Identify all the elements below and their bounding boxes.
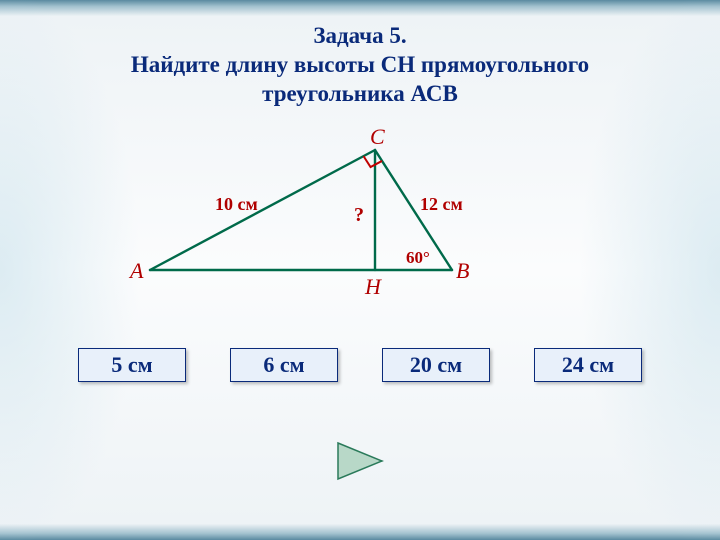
- answer-option-2[interactable]: 6 см: [230, 348, 338, 382]
- triangle-diagram: A B C H 10 см 12 см ? 60°: [120, 120, 480, 320]
- angle-b-label: 60°: [406, 248, 430, 268]
- title-line-1: Задача 5.: [313, 23, 406, 48]
- altitude-ch-label: ?: [354, 204, 364, 227]
- answer-option-4[interactable]: 24 см: [534, 348, 642, 382]
- triangle-svg: [120, 120, 480, 320]
- answer-row: 5 см 6 см 20 см 24 см: [0, 348, 720, 382]
- problem-title: Задача 5. Найдите длину высоты СН прямоу…: [0, 22, 720, 108]
- vertex-c-label: C: [370, 124, 385, 150]
- answer-option-1[interactable]: 5 см: [78, 348, 186, 382]
- answer-option-3[interactable]: 20 см: [382, 348, 490, 382]
- slide: Задача 5. Найдите длину высоты СН прямоу…: [0, 0, 720, 540]
- title-line-2: Найдите длину высоты СН прямоугольного: [131, 52, 589, 77]
- vertex-b-label: B: [456, 258, 469, 284]
- side-cb-label: 12 см: [420, 194, 463, 215]
- vertex-a-label: A: [130, 258, 143, 284]
- next-arrow-icon[interactable]: [335, 440, 385, 482]
- vertex-h-label: H: [365, 274, 381, 300]
- side-ac-label: 10 см: [215, 194, 258, 215]
- title-line-3: треугольника АСВ: [262, 81, 458, 106]
